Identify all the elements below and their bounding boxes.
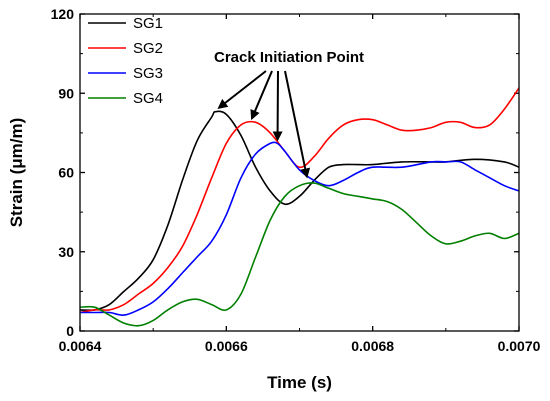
x-axis-title: Time (s) <box>267 373 332 392</box>
x-tick-label: 0.0068 <box>351 338 394 354</box>
y-axis-title: Strain (μm/m) <box>7 118 26 228</box>
series-line-sg1 <box>80 110 519 312</box>
x-tick-label: 0.0070 <box>498 338 541 354</box>
series-line-sg3 <box>80 141 519 316</box>
crack-annotation: Crack Initiation Point <box>214 49 364 179</box>
legend-label: SG3 <box>133 65 163 82</box>
y-tick-label: 60 <box>58 165 74 181</box>
annotation-arrow <box>284 70 311 179</box>
y-tick-labels: 0 30 60 90 120 <box>51 6 75 339</box>
series-line-sg2 <box>80 87 519 314</box>
y-tick-label: 90 <box>58 85 74 101</box>
annotation-arrow <box>250 70 273 121</box>
annotation-label: Crack Initiation Point <box>214 49 364 66</box>
legend-label: SG1 <box>133 15 163 32</box>
x-tick-label: 0.0066 <box>205 338 248 354</box>
y-tick-label: 0 <box>66 323 74 339</box>
series-line-sg4 <box>80 182 519 327</box>
legend-label: SG4 <box>133 90 163 107</box>
x-tick-labels: 0.0064 0.0066 0.0068 0.0070 <box>59 338 541 354</box>
y-tick-label: 120 <box>51 6 75 22</box>
annotation-arrow <box>217 70 267 109</box>
series-lines <box>80 87 519 327</box>
legend-label: SG2 <box>133 40 163 57</box>
x-tick-label: 0.0064 <box>59 338 102 354</box>
legend: SG1 SG2 SG3 SG4 <box>88 15 163 107</box>
y-tick-label: 30 <box>58 244 74 260</box>
plot-frame <box>79 13 520 332</box>
